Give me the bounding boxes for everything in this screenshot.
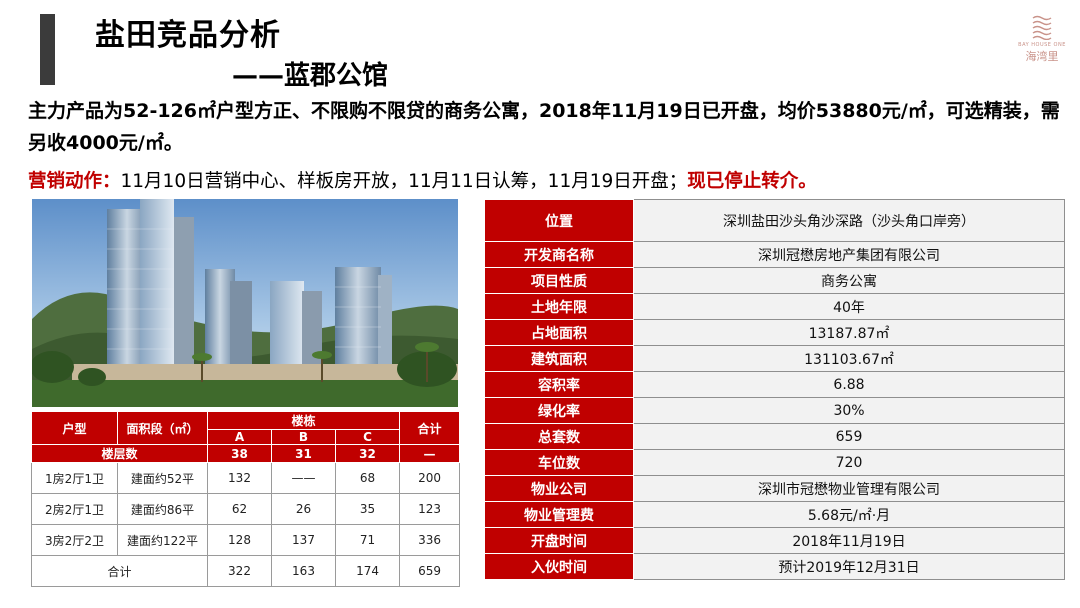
sum-a: 322 bbox=[207, 555, 272, 587]
info-row: 总套数 659 bbox=[484, 423, 1065, 450]
project-info-table: 位置 深圳盐田沙头角沙深路（沙头角口岸旁） 开发商名称 深圳冠懋房地产集团有限公司 … bbox=[484, 199, 1065, 580]
product-description: 主力产品为52-126㎡户型方正、不限购不限贷的商务公寓，2018年11月19日… bbox=[28, 100, 1060, 154]
header-buildings: 楼栋 bbox=[206, 411, 401, 430]
row-area: 建面约122平 bbox=[117, 524, 208, 556]
row-c: 71 bbox=[334, 524, 401, 556]
header-type: 户型 bbox=[31, 411, 118, 445]
info-row: 项目性质 商务公寓 bbox=[484, 267, 1065, 294]
title-accent-bar bbox=[40, 14, 55, 85]
row-type: 1房2厅1卫 bbox=[31, 462, 118, 494]
row-c: 35 bbox=[334, 493, 401, 525]
info-row: 绿化率 30% bbox=[484, 397, 1065, 424]
info-row: 占地面积 13187.87㎡ bbox=[484, 319, 1065, 346]
info-key: 物业管理费 bbox=[484, 501, 634, 528]
info-key: 项目性质 bbox=[484, 267, 634, 294]
info-value: 131103.67㎡ bbox=[633, 345, 1065, 372]
info-key: 土地年限 bbox=[484, 293, 634, 320]
row-type: 3房2厅2卫 bbox=[31, 524, 118, 556]
info-row: 物业管理费 5.68元/㎡·月 bbox=[484, 501, 1065, 528]
info-row: 物业公司 深圳市冠懋物业管理有限公司 bbox=[484, 475, 1065, 502]
info-key: 容积率 bbox=[484, 371, 634, 398]
info-key: 绿化率 bbox=[484, 397, 634, 424]
info-value: 6.88 bbox=[633, 371, 1065, 398]
info-row: 土地年限 40年 bbox=[484, 293, 1065, 320]
brand-logo: BAY HOUSE ONE 海湾里 bbox=[1012, 14, 1072, 74]
table-row: 2房2厅1卫 建面约86平 62 26 35 123 bbox=[31, 493, 461, 525]
sum-b: 163 bbox=[271, 555, 336, 587]
row-c: 68 bbox=[334, 462, 401, 494]
row-b: 137 bbox=[271, 524, 336, 556]
row-a: 128 bbox=[207, 524, 272, 556]
info-value: 5.68元/㎡·月 bbox=[633, 501, 1065, 528]
sum-label: 合计 bbox=[31, 555, 208, 587]
row-b: —— bbox=[271, 462, 336, 494]
info-value: 30% bbox=[633, 397, 1065, 424]
unit-mix-table: 户型 面积段（㎡） 楼栋 合计 A B C 楼层数 38 31 32 — 1房2… bbox=[31, 411, 461, 587]
page-subtitle: ——蓝郡公馆 bbox=[232, 61, 389, 91]
info-key: 车位数 bbox=[484, 449, 634, 476]
floors-b: 31 bbox=[271, 444, 336, 463]
info-key: 物业公司 bbox=[484, 475, 634, 502]
info-value: 720 bbox=[633, 449, 1065, 476]
info-key: 开发商名称 bbox=[484, 241, 634, 268]
header-building-a: A bbox=[207, 429, 272, 445]
info-row: 建筑面积 131103.67㎡ bbox=[484, 345, 1065, 372]
waves-logo-icon bbox=[1032, 15, 1052, 40]
header-building-b: B bbox=[271, 429, 336, 445]
sum-total: 659 bbox=[399, 555, 461, 587]
marketing-text: 11月10日营销中心、样板房开放，11月11日认筹，11月19日开盘； bbox=[120, 171, 688, 192]
info-key: 建筑面积 bbox=[484, 345, 634, 372]
info-value: 商务公寓 bbox=[633, 267, 1065, 294]
info-key: 占地面积 bbox=[484, 319, 634, 346]
info-value: 40年 bbox=[633, 293, 1065, 320]
header-total: 合计 bbox=[399, 411, 461, 445]
info-value: 预计2019年12月31日 bbox=[633, 553, 1065, 580]
floors-a: 38 bbox=[207, 444, 272, 463]
info-row: 容积率 6.88 bbox=[484, 371, 1065, 398]
row-total: 123 bbox=[399, 493, 461, 525]
info-value: 13187.87㎡ bbox=[633, 319, 1065, 346]
logo-english-text: BAY HOUSE ONE bbox=[1018, 42, 1066, 48]
row-total: 200 bbox=[399, 462, 461, 494]
info-key: 总套数 bbox=[484, 423, 634, 450]
info-row: 开发商名称 深圳冠懋房地产集团有限公司 bbox=[484, 241, 1065, 268]
info-row: 入伙时间 预计2019年12月31日 bbox=[484, 553, 1065, 580]
info-row: 位置 深圳盐田沙头角沙深路（沙头角口岸旁） bbox=[484, 199, 1065, 242]
table-row: 1房2厅1卫 建面约52平 132 —— 68 200 bbox=[31, 462, 461, 494]
info-row: 开盘时间 2018年11月19日 bbox=[484, 527, 1065, 554]
header-building-c: C bbox=[334, 429, 401, 445]
row-a: 62 bbox=[207, 493, 272, 525]
info-value: 2018年11月19日 bbox=[633, 527, 1065, 554]
marketing-actions: 营销动作：11月10日营销中心、样板房开放，11月11日认筹，11月19日开盘；… bbox=[28, 168, 1068, 196]
info-key: 入伙时间 bbox=[484, 553, 634, 580]
floors-c: 32 bbox=[334, 444, 401, 463]
info-value: 659 bbox=[633, 423, 1065, 450]
marketing-highlight: 现已停止转介。 bbox=[687, 171, 817, 192]
page-title: 盐田竞品分析 bbox=[95, 18, 281, 53]
table-sum-row: 合计 322 163 174 659 bbox=[31, 555, 461, 587]
sum-c: 174 bbox=[334, 555, 401, 587]
info-value: 深圳盐田沙头角沙深路（沙头角口岸旁） bbox=[633, 199, 1065, 242]
header-floors: 楼层数 bbox=[31, 444, 208, 463]
info-key: 位置 bbox=[484, 199, 634, 242]
logo-chinese-text: 海湾里 bbox=[1025, 50, 1059, 63]
row-type: 2房2厅1卫 bbox=[31, 493, 118, 525]
row-total: 336 bbox=[399, 524, 461, 556]
row-b: 26 bbox=[271, 493, 336, 525]
row-area: 建面约86平 bbox=[117, 493, 208, 525]
info-value: 深圳市冠懋物业管理有限公司 bbox=[633, 475, 1065, 502]
info-row: 车位数 720 bbox=[484, 449, 1065, 476]
project-rendering-photo bbox=[32, 199, 458, 407]
header-area: 面积段（㎡） bbox=[117, 411, 208, 445]
table-row: 3房2厅2卫 建面约122平 128 137 71 336 bbox=[31, 524, 461, 556]
row-a: 132 bbox=[207, 462, 272, 494]
row-area: 建面约52平 bbox=[117, 462, 208, 494]
floors-total: — bbox=[399, 444, 461, 463]
info-key: 开盘时间 bbox=[484, 527, 634, 554]
info-value: 深圳冠懋房地产集团有限公司 bbox=[633, 241, 1065, 268]
marketing-label: 营销动作： bbox=[28, 171, 121, 192]
